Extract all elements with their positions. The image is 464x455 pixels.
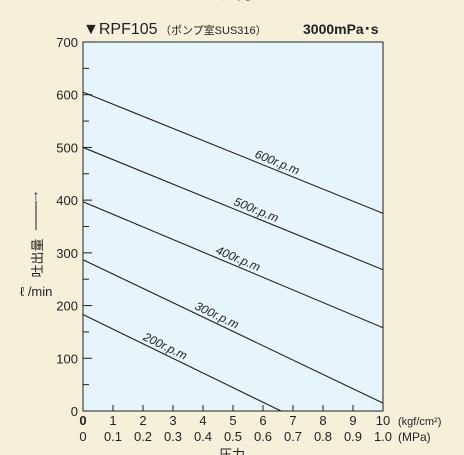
x-tick-label-mpa: 0.2 [134,429,152,444]
model-title: ▼RPF105 [83,21,158,38]
series-line [82,314,282,412]
x-tick-label-kgf: 9 [349,413,356,428]
x-tick-label-kgf: 7 [289,413,296,428]
x-tick-label-mpa: 0.1 [104,429,122,444]
x-tick-label-mpa: 0.8 [314,429,332,444]
x-axis-label: 圧力 [219,447,245,455]
x-tick-label-kgf: 2 [139,413,146,428]
model-note: （ポンプ室SUS316） [160,23,267,37]
series-line [82,146,384,271]
x-tick-label-mpa: 0.3 [164,429,182,444]
x-tick-label-kgf: 0 [79,413,86,428]
plot-area [82,41,384,412]
y-tick-label: 500 [56,140,78,155]
x-tick-label-mpa: 1.0 [374,429,392,444]
x-tick-label-mpa: 0 [79,429,86,444]
viscosity-label: 3000mPa･s [303,21,379,37]
y-tick-label: 300 [56,246,78,261]
y-tick-label: 600 [56,88,78,103]
y-tick-label: 0 [71,404,78,419]
y-axis-arrow: ↑ [33,187,40,203]
x-axis-unit-mpa: (MPa) [398,430,431,444]
y-tick-label: 400 [56,193,78,208]
x-tick-label-mpa: 0.9 [344,429,362,444]
x-tick-label-kgf: 3 [169,413,176,428]
x-tick-label-kgf: 5 [229,413,236,428]
x-tick-label-kgf: 4 [199,413,206,428]
top-cut-label: 圧力 [221,0,253,3]
x-tick-label-mpa: 0.5 [224,429,242,444]
x-tick-label-kgf: 10 [376,413,390,428]
x-tick-label-kgf: 1 [109,413,116,428]
y-axis-unit: ℓ /min [20,284,52,299]
y-axis-label: 吐出量 [30,238,45,277]
x-tick-label-mpa: 0.6 [254,429,272,444]
series-line [82,91,384,214]
x-tick-label-mpa: 0.7 [284,429,302,444]
series-line [82,201,384,329]
y-axis: 0 100 200 300 400 500 600 700 [56,35,92,419]
x-axis-unit-kgf: (kgf/cm²) [398,416,441,428]
x-axis: 0 1 2 3 4 5 6 7 8 9 10 0 0.1 0.2 0.3 0.4 0.5 0.6 0.7 0.8 0.9… [79,405,392,444]
y-tick-label: 700 [56,35,78,50]
x-tick-label-mpa: 0.4 [194,429,212,444]
y-tick-label: 100 [56,351,78,366]
series-line [82,259,384,404]
x-tick-label-kgf: 6 [259,413,266,428]
y-tick-label: 200 [56,299,78,314]
x-tick-label-kgf: 8 [319,413,326,428]
